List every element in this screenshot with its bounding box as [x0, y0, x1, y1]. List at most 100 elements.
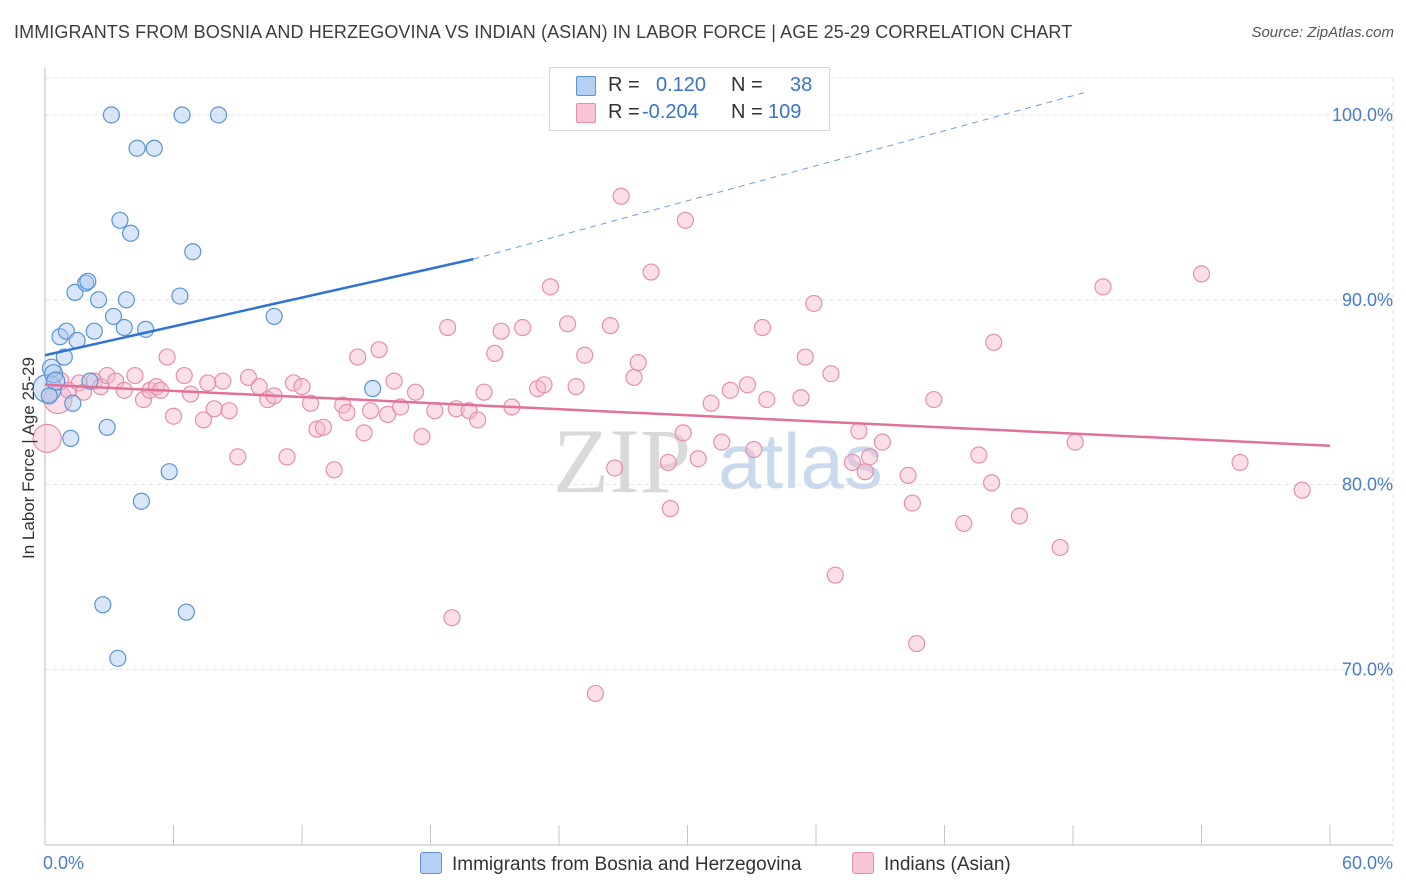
pink-point	[370, 341, 388, 359]
blue-swatch	[576, 76, 596, 96]
trend-lines	[44, 92, 1331, 448]
pink-point	[606, 459, 624, 477]
pink-point	[164, 407, 183, 425]
pink-point	[1231, 453, 1249, 472]
pink-point	[175, 366, 193, 385]
pink-point	[205, 400, 223, 418]
legend-n-value: 38	[790, 74, 813, 96]
blue-trend-line	[44, 257, 474, 357]
blue-point	[171, 287, 189, 305]
y-tick-label: 100.0%	[1332, 105, 1393, 125]
pink-point	[460, 402, 478, 420]
source-label: Source: ZipAtlas.com	[1251, 24, 1394, 41]
pink-point	[796, 348, 814, 366]
pink-point	[576, 346, 594, 364]
pink-point	[850, 422, 868, 440]
pink-point	[475, 383, 493, 401]
blue-point	[364, 379, 382, 398]
blue-point	[209, 106, 228, 124]
pink-legend-swatch	[852, 852, 874, 874]
pink-point	[753, 318, 772, 337]
blue-point	[115, 318, 133, 337]
pink-point	[361, 402, 380, 420]
pink-point	[822, 365, 840, 383]
blue-legend-label: Immigrants from Bosnia and Herzegovina	[452, 854, 802, 875]
pink-point	[903, 494, 921, 512]
pink-point	[1066, 433, 1084, 451]
pink-point	[805, 294, 823, 313]
blue-point	[265, 307, 283, 326]
pink-point	[158, 348, 176, 366]
pink-point	[535, 376, 553, 394]
pink-point	[355, 424, 373, 442]
x-tick-label: 0.0%	[43, 853, 84, 873]
pink-point	[642, 263, 660, 281]
pink-point	[325, 461, 343, 479]
pink-point	[126, 366, 144, 385]
pink-point	[469, 411, 487, 429]
blue-point	[40, 387, 58, 405]
legend-r-label: R =	[608, 74, 640, 96]
blue-point	[128, 139, 146, 157]
legend-r-value: 0.120	[656, 74, 707, 96]
pink-point	[314, 418, 333, 436]
pink-point	[229, 448, 247, 466]
pink-point	[721, 381, 739, 399]
watermark: ZIP atlas	[553, 410, 883, 512]
watermark-atlas: atlas	[718, 417, 883, 505]
pink-point	[955, 514, 973, 533]
pink-point	[745, 440, 763, 459]
pink-point	[738, 376, 757, 394]
x-tick-label: 60.0%	[1342, 853, 1393, 873]
blue-point	[173, 106, 191, 124]
blue-point	[94, 596, 112, 614]
pink-point	[925, 390, 943, 409]
blue-point	[184, 243, 202, 261]
pink-point	[541, 278, 560, 296]
pink-point	[413, 427, 431, 446]
pink-point	[199, 374, 217, 392]
legend-r-label: R =	[608, 101, 640, 123]
blue-point	[117, 291, 135, 309]
pink-point	[443, 609, 461, 627]
pink-point	[567, 378, 585, 396]
pink-point	[98, 366, 116, 385]
pink-point	[194, 411, 213, 429]
blue-point	[43, 364, 64, 384]
pink-point	[301, 394, 320, 412]
blue-point	[98, 418, 116, 436]
pink-point	[601, 317, 620, 335]
pink-point	[293, 378, 311, 396]
blue-point	[104, 307, 123, 326]
blue-point	[89, 291, 108, 309]
blue-point	[109, 649, 127, 667]
blue-point	[160, 463, 178, 481]
pink-point	[1293, 481, 1311, 499]
blue-point	[81, 372, 99, 390]
blue-point	[85, 322, 103, 340]
pink-trend-line	[44, 383, 1331, 448]
pink-point	[426, 402, 444, 420]
pink-point	[843, 453, 862, 472]
pink-point	[486, 344, 504, 362]
blue-point	[122, 224, 140, 242]
pink-point	[308, 420, 326, 438]
pink-point	[220, 402, 238, 420]
blue-point	[177, 603, 195, 621]
y-axis-label: In Labor Force | Age 25-29	[19, 357, 38, 559]
pink-point	[406, 383, 425, 401]
pink-point	[899, 466, 917, 484]
legend-n-label: N =	[731, 101, 763, 123]
pink-point	[284, 374, 303, 392]
pink-point	[689, 450, 707, 468]
bottom-legend-pink: Indians (Asian)	[852, 852, 1011, 876]
chart-title: IMMIGRANTS FROM BOSNIA AND HERZEGOVINA V…	[14, 22, 1073, 42]
pink-point	[856, 463, 874, 481]
blue-point	[145, 139, 163, 157]
blue-point	[64, 394, 82, 412]
pink-point	[792, 389, 810, 407]
legend-n-value: 109	[768, 101, 802, 123]
axes	[44, 68, 1393, 846]
pink-point	[1192, 265, 1211, 283]
